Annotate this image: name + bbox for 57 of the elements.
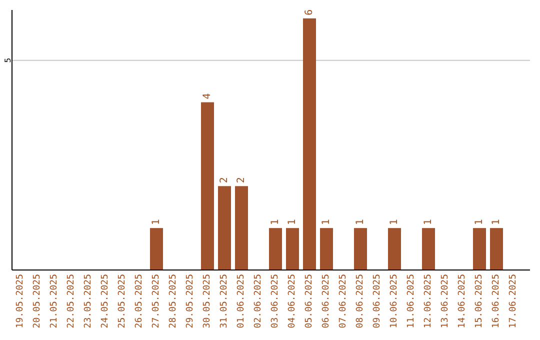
x-tick-label: 25.05.2025 [118,274,128,328]
data-label: 1 [474,219,485,226]
data-label: 1 [270,219,281,226]
data-label: 2 [219,177,230,184]
x-tick-label: 06.06.2025 [322,274,332,328]
data-label: 2 [236,177,247,184]
x-tick-label: 11.06.2025 [406,274,416,328]
x-tick-label: 23.05.2025 [84,274,94,328]
x-tick-label: 28.05.2025 [168,274,178,328]
x-tick-label: 17.06.2025 [508,274,518,328]
bar [269,228,282,270]
bar [490,228,503,270]
x-tick-label: 03.06.2025 [270,274,280,328]
data-label: 4 [202,93,213,100]
x-tick-label: 01.06.2025 [236,274,246,328]
bar [388,228,401,270]
x-tick-label: 04.06.2025 [288,274,298,328]
x-tick-label: 05.06.2025 [304,274,314,328]
data-label: 1 [321,219,332,226]
bar [303,18,316,270]
x-tick-label: 21.05.2025 [50,274,60,328]
x-tick-label: 02.06.2025 [254,274,264,328]
x-tick-label: 31.05.2025 [220,274,230,328]
x-tick-label: 20.05.2025 [32,274,42,328]
data-label: 1 [355,219,366,226]
bar [320,228,333,270]
bar [218,186,231,270]
data-label: 1 [389,219,400,226]
bar [286,228,299,270]
bar [235,186,248,270]
x-tick-label: 27.05.2025 [152,274,162,328]
bar [150,228,163,270]
x-tick-label: 16.06.2025 [492,274,502,328]
x-tick-label: 24.05.2025 [100,274,110,328]
x-tick-label: 07.06.2025 [338,274,348,328]
y-tick-label: 5 [4,58,12,63]
x-tick-label: 09.06.2025 [372,274,382,328]
bar [201,102,214,270]
x-tick-label: 15.06.2025 [474,274,484,328]
x-tick-label: 30.05.2025 [202,274,212,328]
bar [473,228,486,270]
x-tick-label: 14.06.2025 [458,274,468,328]
data-label: 1 [491,219,502,226]
x-tick-label: 13.06.2025 [440,274,450,328]
data-label: 1 [287,219,298,226]
data-label: 6 [304,9,315,16]
bar [422,228,435,270]
bar [354,228,367,270]
x-tick-label: 12.06.2025 [424,274,434,328]
x-tick-label: 26.05.2025 [134,274,144,328]
x-tick-label: 22.05.2025 [66,274,76,328]
x-tick-label: 10.06.2025 [390,274,400,328]
x-tick-label: 08.06.2025 [356,274,366,328]
x-tick-label: 29.05.2025 [186,274,196,328]
data-label: 1 [423,219,434,226]
data-label: 1 [151,219,162,226]
x-tick-label: 19.05.2025 [16,274,26,328]
